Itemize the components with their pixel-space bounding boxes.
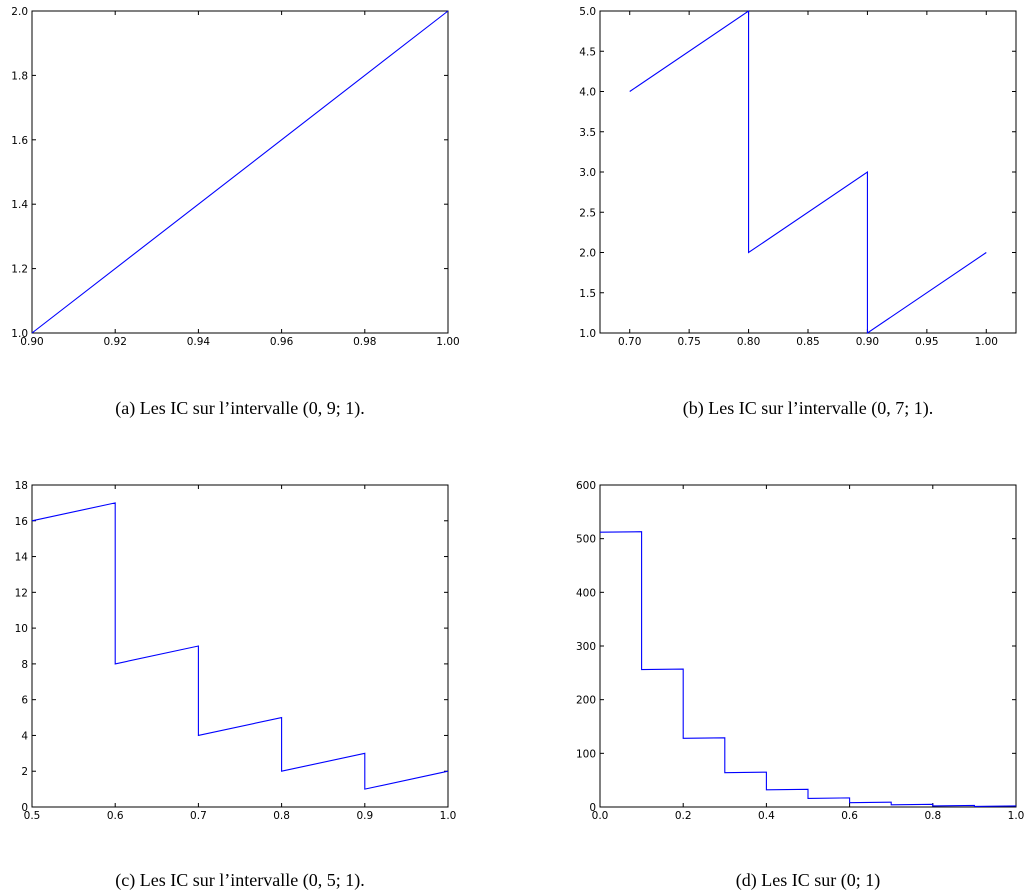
x-tick-label: 1.0 (1008, 810, 1024, 822)
y-tick-label: 500 (576, 534, 596, 546)
y-tick-label: 2.5 (579, 207, 596, 219)
y-tick-label: 400 (576, 587, 596, 599)
x-tick-label: 1.00 (975, 336, 998, 348)
y-tick-label: 0 (21, 802, 28, 814)
x-tick-label: 0.80 (737, 336, 760, 348)
x-tick-label: 0.8 (273, 810, 290, 822)
x-tick-label: 0.8 (924, 810, 941, 822)
x-tick-label: 0.95 (915, 336, 938, 348)
plot-frame (599, 484, 1017, 808)
y-tick-label: 600 (576, 480, 596, 492)
y-tick-label: 0 (589, 802, 596, 814)
y-tick-label: 18 (15, 480, 28, 492)
y-tick-label: 200 (576, 695, 596, 707)
y-tick-label: 5.0 (579, 6, 596, 18)
x-tick-label: 0.0 (592, 810, 609, 822)
x-tick-label: 0.70 (618, 336, 641, 348)
x-tick-label: 0.85 (796, 336, 819, 348)
y-tick-label: 2 (21, 766, 28, 778)
chart-c: 0.5 0.6 0.7 0.8 0.9 1.0 0 2 4 6 8 10 12 14 16 18 (c) Les… (15, 480, 457, 891)
y-tick-label: 1.0 (11, 328, 28, 340)
x-tick-label: 0.90 (20, 336, 43, 348)
y-tick-label: 3.0 (579, 167, 596, 179)
chart-d: 0.0 0.2 0.4 0.6 0.8 1.0 0 100 200 300 400 500 600 (d)… (576, 480, 1024, 891)
y-tick-label: 1.5 (579, 288, 596, 300)
y-tick-label: 300 (576, 641, 596, 653)
plot-frame (31, 484, 449, 808)
y-tick-label: 4 (21, 730, 28, 742)
series-line (599, 531, 1017, 808)
x-tick-label: 0.9 (356, 810, 373, 822)
x-tick-label: 0.92 (104, 336, 127, 348)
x-tick-label: 0.6 (841, 810, 858, 822)
y-tick-label: 12 (15, 587, 28, 599)
y-tick-label: 3.5 (579, 127, 596, 139)
y-tick-label: 6 (21, 695, 28, 707)
y-tick-label: 1.8 (11, 70, 28, 82)
y-tick-label: 8 (21, 659, 28, 671)
y-tick-label: 1.0 (579, 328, 596, 340)
y-tick-label: 10 (15, 623, 28, 635)
series-line (31, 10, 449, 334)
y-tick-label: 16 (15, 516, 29, 528)
panel-caption: (a) Les IC sur l’intervalle (0, 9; 1). (115, 398, 364, 419)
x-tick-label: 0.96 (270, 336, 294, 348)
x-tick-label: 0.94 (187, 336, 211, 348)
chart-b: 0.70 0.75 0.80 0.85 0.90 0.95 1.00 1.0 1.5 2.0 2.5… (579, 6, 1017, 419)
x-tick-label: 0.4 (758, 810, 775, 822)
x-tick-label: 0.98 (353, 336, 376, 348)
x-tick-label: 0.5 (24, 810, 41, 822)
chart-a: 0.90 0.92 0.94 0.96 0.98 1.00 1.0 1.2 1.4 1.6 1.8 2… (11, 6, 459, 419)
y-tick-label: 4.5 (579, 46, 596, 58)
x-tick-label: 0.90 (856, 336, 879, 348)
y-tick-label: 1.4 (11, 199, 28, 211)
y-tick-label: 1.6 (11, 135, 28, 147)
series-line (31, 502, 449, 790)
plot-frame (599, 10, 1017, 334)
y-tick-label: 14 (15, 552, 29, 564)
panel-caption: (c) Les IC sur l’intervalle (0, 5; 1). (115, 870, 364, 891)
y-tick-label: 2.0 (579, 248, 596, 260)
panel-caption: (d) Les IC sur (0; 1) (736, 870, 880, 891)
y-tick-label: 1.2 (11, 264, 28, 276)
series-line (629, 9, 987, 335)
y-tick-label: 2.0 (11, 6, 28, 18)
x-tick-label: 0.75 (677, 336, 700, 348)
x-tick-label: 1.00 (436, 336, 459, 348)
y-tick-label: 100 (576, 748, 596, 760)
panel-caption: (b) Les IC sur l’intervalle (0, 7; 1). (683, 398, 933, 419)
x-tick-label: 0.7 (190, 810, 207, 822)
x-tick-label: 0.2 (675, 810, 692, 822)
plot-frame (31, 10, 449, 334)
x-tick-label: 1.0 (440, 810, 457, 822)
y-tick-label: 4.0 (579, 87, 596, 99)
x-tick-label: 0.6 (107, 810, 124, 822)
